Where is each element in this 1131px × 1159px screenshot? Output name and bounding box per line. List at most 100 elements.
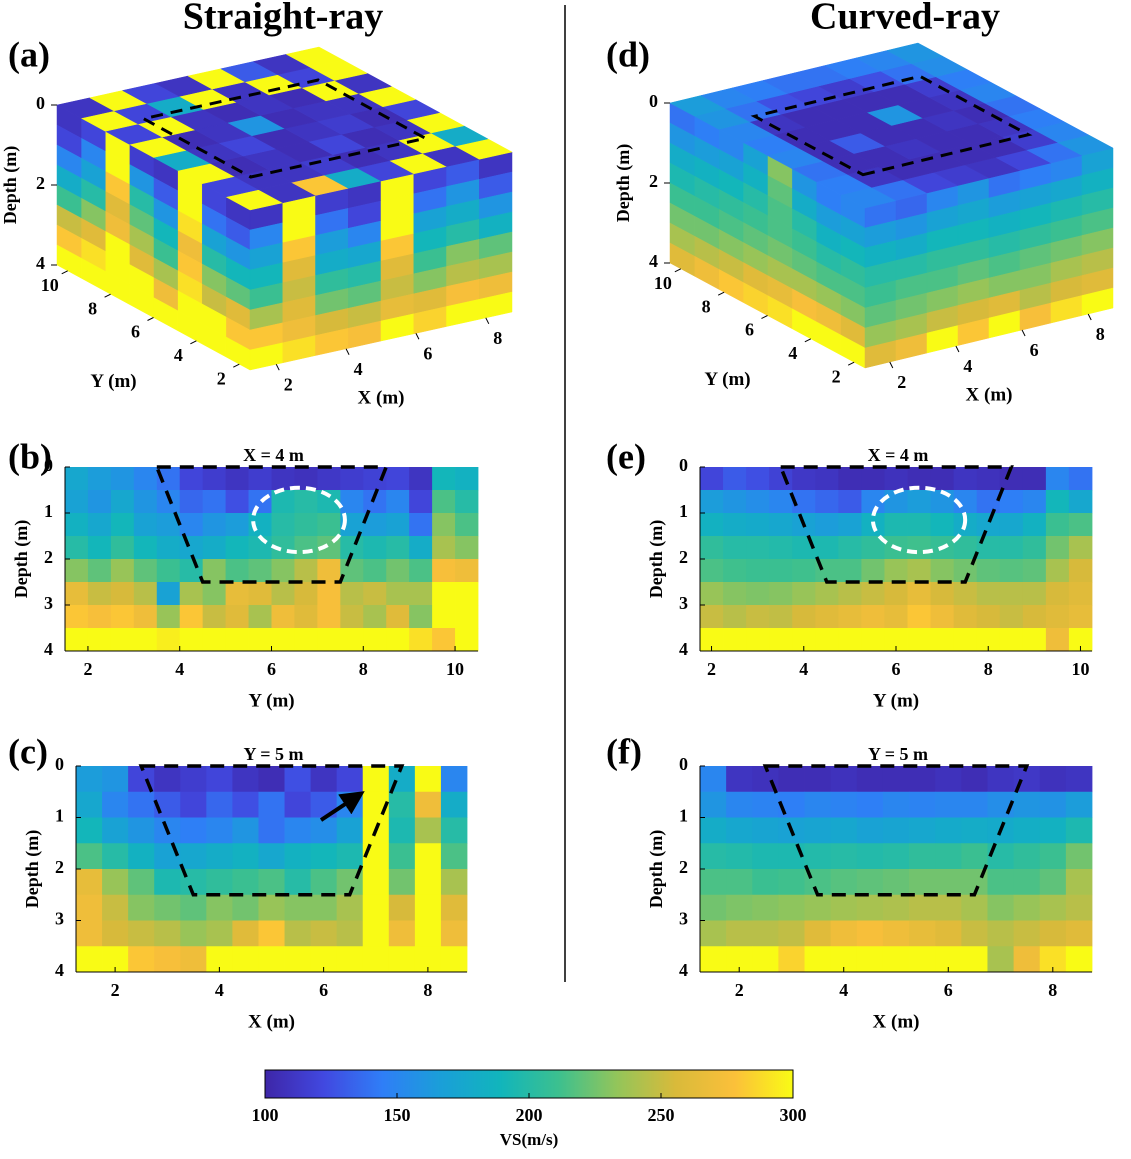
heatmap-cell: [310, 766, 338, 793]
heatmap-cell: [180, 766, 207, 793]
y-tick-label: 10: [654, 273, 672, 293]
heatmap-cell: [271, 559, 295, 583]
arrow-annotation: [319, 791, 365, 822]
heatmap-cell: [884, 605, 908, 629]
heatmap-cell: [409, 536, 433, 560]
heatmap-cell: [700, 536, 724, 560]
heatmap-cell: [987, 946, 1014, 973]
heatmap-cell: [700, 869, 727, 896]
heatmap-cell: [432, 582, 456, 606]
heatmap-cell: [792, 467, 816, 491]
heatmap-cell: [700, 467, 724, 491]
heatmap-cell: [861, 559, 885, 583]
x-axis-label: X (m): [358, 387, 405, 408]
outline: [762, 764, 1030, 897]
z-tick-label: 0: [649, 91, 658, 111]
heatmap-cell: [271, 513, 295, 537]
heatmap-cell: [861, 605, 885, 629]
heatmap-cell: [1039, 869, 1067, 896]
heatmap-cell: [700, 791, 727, 818]
z-tick-label: 4: [36, 253, 45, 273]
heatmap-cell: [746, 536, 770, 560]
heatmap-cell: [179, 605, 204, 629]
heatmap-cell: [180, 817, 207, 844]
heatmap-cell: [1068, 513, 1093, 537]
heatmap-cell: [1022, 605, 1047, 629]
heatmap-cell: [102, 843, 129, 870]
heatmap-cell: [769, 605, 793, 629]
heatmap-cell: [340, 490, 364, 514]
heatmap-cell: [1045, 490, 1070, 514]
y-tick-label: 4: [679, 960, 688, 980]
heatmap-cell: [317, 605, 341, 629]
heatmap-cell: [815, 513, 839, 537]
heatmap-cell: [752, 946, 779, 973]
heatmap-cell: [935, 920, 962, 947]
heatmap-cell: [179, 490, 204, 514]
heatmap-cell: [723, 605, 747, 629]
heatmap-cell: [907, 605, 931, 629]
heatmap-cell: [815, 605, 839, 629]
panel-label: (b): [8, 436, 52, 476]
heatmap-cell: [909, 920, 936, 947]
heatmap-cell: [1013, 920, 1041, 947]
heatmap-cell: [202, 605, 227, 629]
heatmap-cell: [388, 791, 416, 818]
heatmap-cell: [206, 817, 233, 844]
heatmap-cell: [999, 513, 1024, 537]
heatmap-cell: [76, 920, 103, 947]
heatmap-cell: [271, 628, 295, 652]
heatmap-cell: [830, 843, 858, 870]
heatmap-cell: [1068, 605, 1093, 629]
panel-label: (f): [606, 731, 642, 771]
heatmap-cell: [1045, 513, 1070, 537]
heatmap-cell: [258, 869, 285, 896]
heatmap-cell: [700, 559, 724, 583]
outline: [778, 465, 1014, 584]
heatmap-cell: [930, 513, 955, 537]
heatmap-cell: [206, 894, 233, 921]
heatmap-cell: [179, 467, 204, 491]
heatmap-cell: [284, 946, 311, 973]
heatmap-cell: [792, 605, 816, 629]
heatmap-cell: [961, 791, 988, 818]
heatmap-cell: [271, 536, 295, 560]
heatmap-cell: [156, 559, 181, 583]
heatmap-cell: [128, 920, 155, 947]
y-tick-label: 3: [679, 909, 688, 929]
heatmap-cell: [76, 894, 103, 921]
heatmap-cell: [999, 582, 1024, 606]
heatmap-cell: [363, 490, 387, 514]
heatmap-cell: [110, 490, 135, 514]
heatmap-cell: [65, 467, 89, 491]
heatmap-cell: [752, 894, 779, 921]
heatmap-cell: [432, 467, 456, 491]
heatmap-cell: [935, 843, 962, 870]
heatmap-cell: [409, 490, 433, 514]
heatmap-cell: [180, 894, 207, 921]
y-axis-label: Y (m): [90, 371, 136, 392]
heatmap-cell: [386, 536, 410, 560]
y-tick: [104, 293, 111, 298]
heatmap-cell: [907, 628, 931, 652]
heatmap-cell: [1039, 791, 1067, 818]
heatmap-cell: [861, 467, 885, 491]
heatmap-cell: [388, 869, 416, 896]
heatmap-cell: [961, 766, 988, 793]
heatmap-cell: [1065, 894, 1093, 921]
heatmap-cell: [154, 946, 181, 973]
heatmap-cell: [154, 920, 181, 947]
heatmap-cell: [792, 490, 816, 514]
heatmap-cell: [317, 628, 341, 652]
heatmap-cell: [225, 467, 249, 491]
cube-front-cell: [479, 291, 513, 320]
heatmap-cell: [317, 559, 341, 583]
heatmap-cell: [128, 791, 155, 818]
heatmap-cell: [976, 490, 1001, 514]
heatmap-cell: [180, 843, 207, 870]
heatmap-cell: [1022, 467, 1047, 491]
panel-title: Y = 5 m: [243, 744, 303, 764]
heatmap-cell: [1022, 582, 1047, 606]
cube-top-cell: [886, 42, 944, 64]
